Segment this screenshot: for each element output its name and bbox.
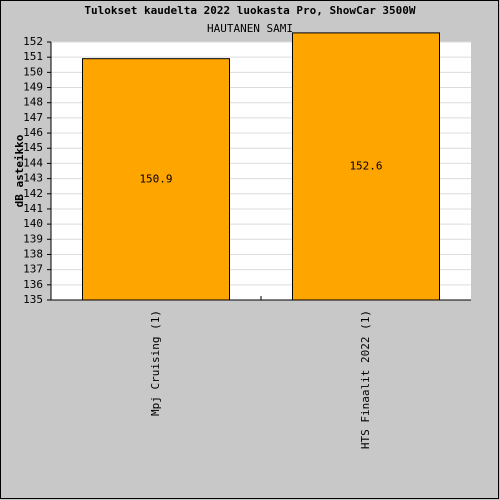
y-tick-label: 137 [23,263,43,276]
y-axis-label: dB asteikko [13,134,26,207]
y-tick-label: 149 [23,81,43,94]
y-tick-label: 144 [23,156,43,169]
x-tick-label: Mpj Cruising (1) [149,310,162,416]
y-tick-label: 148 [23,96,43,109]
y-tick-label: 150 [23,65,43,78]
y-tick-label: 135 [23,293,43,306]
y-tick-label: 142 [23,187,43,200]
y-tick-label: 143 [23,172,43,185]
x-tick-label: HTS Finaalit 2022 (1) [359,310,372,449]
y-tick-label: 136 [23,278,43,291]
bar [82,58,230,301]
y-tick-label: 146 [23,126,43,139]
value-label: 150.9 [139,172,172,185]
y-tick-label: 151 [23,50,43,63]
y-tick-label: 152 [23,35,43,48]
chart-title: Tulokset kaudelta 2022 luokasta Pro, Sho… [84,4,416,17]
bar [292,32,440,301]
value-label: 152.6 [349,159,382,172]
y-tick-label: 145 [23,141,43,154]
y-tick-label: 141 [23,202,43,215]
y-tick-label: 147 [23,111,43,124]
y-tick-label: 140 [23,217,43,230]
y-tick-label: 138 [23,247,43,260]
chart-subtitle: HAUTANEN SAMI [207,22,293,35]
y-tick-label: 139 [23,232,43,245]
